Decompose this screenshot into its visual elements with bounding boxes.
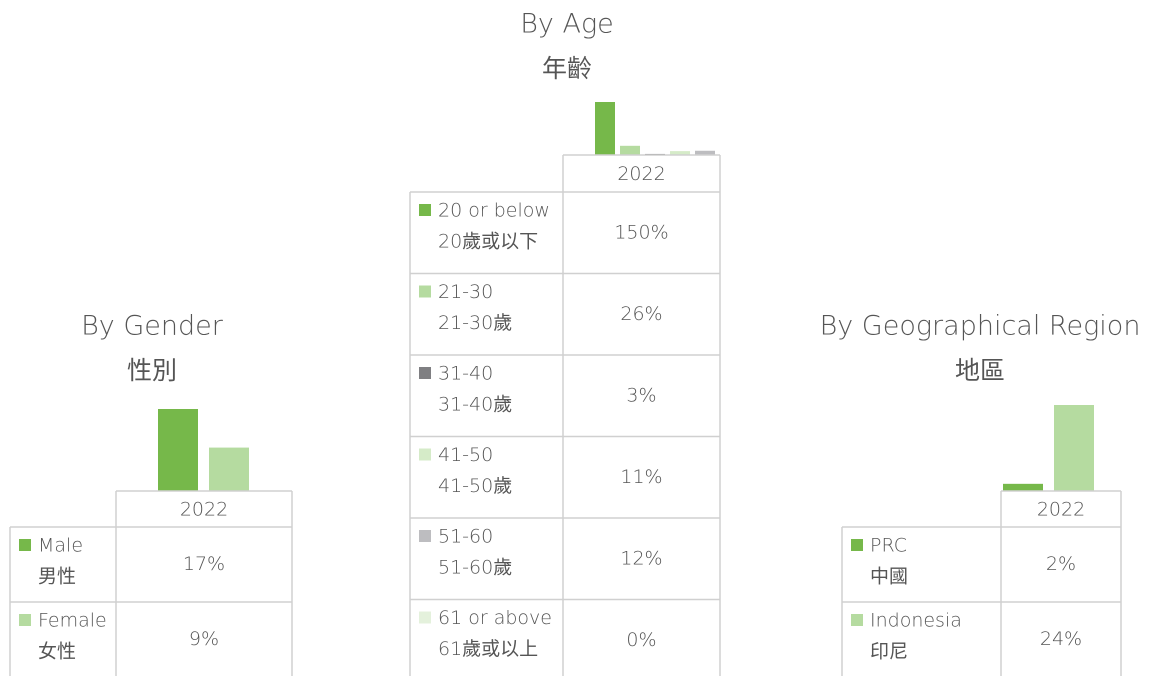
value-label: 3%	[626, 384, 656, 406]
value-label: 0%	[626, 629, 656, 651]
legend-swatch	[419, 204, 431, 216]
value-label: 2%	[1046, 553, 1076, 575]
category-label-zh: 印尼	[870, 641, 908, 663]
category-label: 21-30	[438, 281, 493, 303]
category-label: 31-40	[438, 363, 493, 385]
category-label: 41-50	[438, 444, 493, 466]
bar	[1054, 405, 1094, 491]
category-label: 61 or above	[438, 607, 552, 629]
column-header: 2022	[617, 163, 665, 185]
category-label-zh: 61歲或以上	[438, 638, 538, 660]
category-label-zh: 20歲或以下	[438, 231, 538, 253]
chart-title: By Gender	[81, 311, 224, 342]
category-label-zh: 女性	[38, 641, 76, 663]
chart-subtitle: 年齡	[542, 54, 592, 83]
value-label: 26%	[620, 303, 662, 325]
category-label-zh: 男性	[38, 566, 76, 588]
category-label: 51-60	[438, 526, 493, 548]
category-label: 20 or below	[438, 200, 550, 222]
legend-swatch	[419, 530, 431, 542]
legend-swatch	[851, 539, 863, 551]
legend-swatch	[419, 611, 431, 624]
value-label: 24%	[1040, 628, 1082, 650]
chart-subtitle: 性別	[127, 356, 177, 385]
legend-swatch	[419, 367, 431, 379]
bar	[1003, 483, 1043, 491]
bar	[158, 409, 198, 491]
value-label: 12%	[620, 547, 662, 569]
legend-swatch	[19, 539, 31, 551]
category-label: PRC	[870, 535, 907, 557]
category-label-zh: 中國	[870, 566, 908, 588]
column-header: 2022	[180, 499, 228, 521]
category-label-zh: 31-40歲	[438, 394, 512, 416]
value-label: 150%	[614, 221, 668, 243]
value-label: 17%	[183, 553, 225, 575]
value-label: 9%	[189, 628, 219, 650]
bar	[695, 150, 715, 155]
bar	[209, 447, 249, 491]
value-label: 11%	[620, 466, 662, 488]
bar	[595, 102, 615, 155]
category-label: Male	[38, 535, 83, 557]
legend-swatch	[419, 448, 431, 461]
category-label: Indonesia	[870, 610, 962, 632]
column-header: 2022	[1037, 499, 1085, 521]
chart-title: By Age	[520, 9, 614, 40]
chart-title: By Geographical Region	[820, 311, 1141, 342]
category-label-zh: 41-50歲	[438, 475, 512, 497]
category-label-zh: 51-60歲	[438, 557, 512, 579]
category-label: Female	[38, 610, 107, 632]
bar	[620, 145, 640, 155]
legend-swatch	[419, 285, 431, 298]
legend-swatch	[851, 614, 863, 626]
chart-subtitle: 地區	[955, 356, 1005, 385]
bar	[670, 151, 690, 155]
category-label-zh: 21-30歲	[438, 312, 512, 334]
legend-swatch	[19, 614, 31, 626]
